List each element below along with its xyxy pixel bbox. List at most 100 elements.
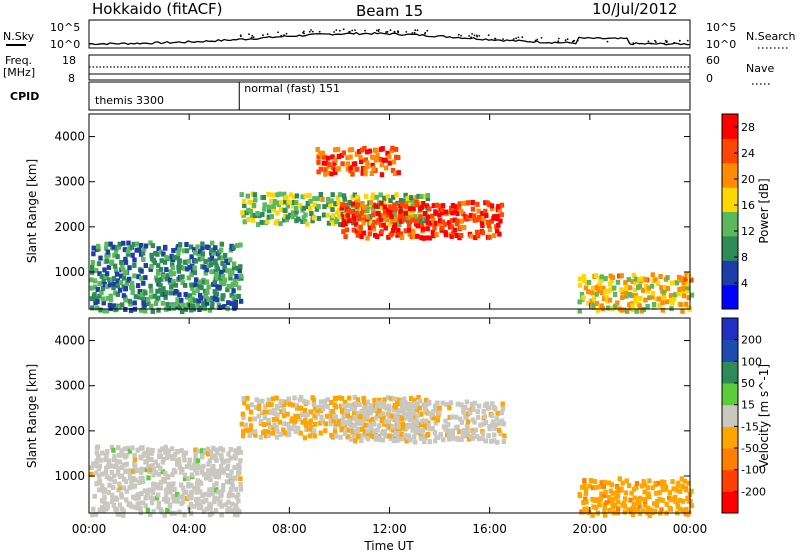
nsearch-tick-top: 10^5 (706, 21, 736, 34)
range-time-cell (630, 512, 636, 518)
range-time-cell (225, 287, 230, 293)
colorbar-tick-label: -100 (741, 464, 766, 477)
range-time-cell (229, 508, 235, 514)
range-time-cell (336, 200, 341, 206)
range-time-cell (375, 234, 380, 240)
range-time-cell (352, 208, 357, 214)
range-time-cell (646, 491, 651, 497)
range-time-cell (446, 431, 451, 437)
range-time-cell (415, 427, 420, 433)
range-time-cell (214, 263, 219, 269)
range-time-cell (187, 293, 193, 299)
range-time-cell (462, 405, 468, 410)
range-time-cell (265, 402, 271, 407)
range-time-cell (208, 262, 214, 268)
range-time-cell (335, 146, 341, 152)
range-time-cell (208, 502, 214, 508)
range-time-cell (604, 500, 609, 506)
range-time-cell (300, 419, 305, 425)
range-time-cell (361, 217, 366, 223)
range-time-cell (326, 155, 331, 161)
range-time-cell (428, 220, 433, 226)
range-time-cell (579, 291, 585, 297)
range-time-cell (231, 288, 236, 294)
range-time-cell (388, 209, 393, 215)
colorbar-swatch (722, 235, 738, 261)
nsky-point (339, 29, 341, 32)
range-time-cell (350, 194, 355, 200)
range-time-cell (162, 478, 167, 484)
range-time-cell (610, 490, 616, 496)
range-time-cell (464, 215, 470, 221)
range-time-cell (104, 452, 109, 458)
range-time-cell (447, 220, 452, 226)
range-time-cell (501, 421, 507, 427)
range-time-cell (345, 212, 351, 218)
range-time-cell (165, 497, 171, 503)
range-time-cell (320, 197, 325, 202)
range-time-cell (265, 219, 270, 225)
nsky-point (250, 36, 253, 39)
range-time-cell (671, 486, 676, 492)
range-time-cell (93, 296, 99, 302)
range-time-cell (372, 408, 377, 414)
range-time-cell (427, 426, 432, 432)
range-time-cell (403, 406, 409, 412)
range-time-cell (259, 419, 264, 425)
range-time-cell (206, 297, 211, 303)
range-time-cell (129, 244, 134, 250)
range-time-cell (378, 213, 383, 219)
range-time-cell (469, 434, 474, 440)
range-time-cell (165, 273, 171, 279)
range-time-cell (425, 193, 430, 198)
range-time-cell (440, 219, 446, 225)
range-time-cell (344, 227, 350, 233)
range-time-cell (195, 478, 200, 484)
range-time-cell (298, 394, 304, 400)
range-time-cell (465, 419, 471, 425)
range-time-cell (459, 224, 464, 230)
range-time-cell (348, 168, 353, 174)
range-time-cell (480, 230, 485, 236)
range-time-cell (355, 232, 361, 238)
range-time-cell (674, 487, 679, 493)
range-time-cell (355, 166, 360, 172)
range-time-cell (426, 411, 432, 417)
range-time-cell (393, 413, 398, 419)
range-time-cell (91, 461, 96, 467)
range-time-cell (186, 275, 191, 281)
range-time-cell (192, 503, 197, 509)
range-time-cell (102, 282, 107, 287)
nsky-point (471, 33, 473, 35)
y-tick-label: 4000 (54, 130, 85, 144)
range-time-cell (103, 274, 108, 279)
range-time-cell (342, 423, 348, 429)
range-time-cell (114, 496, 120, 502)
range-time-cell (367, 231, 372, 237)
range-time-cell (312, 428, 317, 434)
range-time-cell (343, 420, 349, 426)
range-time-cell (449, 233, 454, 239)
range-time-cell (264, 433, 269, 439)
range-time-cell (238, 476, 243, 482)
range-time-cell (486, 433, 491, 439)
range-time-cell (345, 413, 350, 419)
range-time-cell (369, 423, 374, 429)
range-time-cell (607, 297, 613, 303)
range-time-cell (470, 206, 476, 212)
range-time-cell (401, 213, 406, 219)
range-time-cell (316, 159, 321, 165)
range-time-cell (194, 277, 199, 283)
range-time-cell (398, 212, 403, 218)
range-time-cell (593, 273, 599, 279)
range-time-cell (185, 266, 190, 272)
range-time-cell (247, 433, 252, 439)
range-time-cell (248, 423, 254, 429)
range-time-cell (215, 266, 221, 272)
range-time-cell (89, 471, 94, 477)
range-time-cell (492, 426, 497, 431)
range-time-cell (492, 233, 497, 239)
range-time-cell (121, 512, 126, 518)
range-time-cell (124, 461, 129, 467)
range-time-cell (164, 473, 170, 479)
